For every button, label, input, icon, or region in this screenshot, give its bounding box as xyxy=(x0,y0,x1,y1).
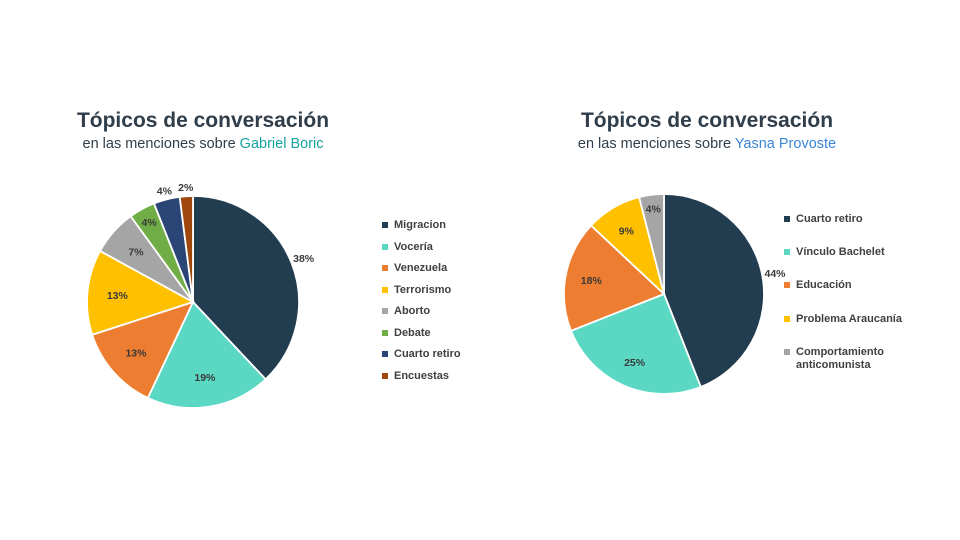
data-label-cuarto-retiro: 44% xyxy=(764,268,786,280)
legend-swatch xyxy=(382,372,388,379)
pie-slice-migracion xyxy=(192,195,300,381)
legend-swatch xyxy=(784,348,790,355)
chart-subtitle: en las menciones sobre Gabriel Boric xyxy=(0,136,443,152)
legend-swatch xyxy=(784,315,790,322)
legend-item-cuarto-retiro: Cuarto retiro xyxy=(784,213,906,246)
pie-slice-encuestas xyxy=(178,195,194,303)
chart-title: Tópicos de conversación xyxy=(76,109,330,132)
subtitle-prefix: en las menciones sobre xyxy=(82,136,240,152)
chart-boric: Tópicos de conversación en las menciones… xyxy=(0,109,461,409)
legend-label: Educación xyxy=(796,279,852,292)
data-label-educacion: 18% xyxy=(581,275,603,287)
chart-title: Tópicos de conversación xyxy=(580,109,834,132)
legend-label: Terrorismo xyxy=(394,283,452,296)
pie-slice-terrorismo xyxy=(86,249,196,336)
pie-chart: 44% 25% 18% 9% 4% xyxy=(563,193,786,395)
legend-label: Comportamiento anticomunista xyxy=(796,345,884,371)
legend-item-educacion: Educación xyxy=(784,279,906,312)
legend-item-venezuela: Venezuela xyxy=(382,262,504,284)
pie-slice-comportamiento-anticomunista xyxy=(638,193,665,295)
legend-label: Migracion xyxy=(394,219,446,231)
legend: Cuarto retiro Vínculo Bachelet Educación Pr… xyxy=(784,213,906,379)
data-label-terrorismo: 13% xyxy=(107,290,129,302)
data-label-cuarto-retiro: 4% xyxy=(157,186,173,198)
data-label-debate: 4% xyxy=(141,217,157,229)
data-label-aborto: 7% xyxy=(128,247,144,259)
legend-swatch xyxy=(382,265,388,271)
legend-label: Debate xyxy=(394,326,431,339)
legend-item-terrorismo: Terrorismo xyxy=(382,284,504,306)
legend: Migracion Vocería Venezuela Terrorismo Abort… xyxy=(382,219,504,391)
legend-swatch xyxy=(382,286,388,293)
legend-item-debate: Debate xyxy=(382,327,504,349)
subtitle-highlight: Yasna Provoste xyxy=(734,136,837,152)
data-label-migracion: 38% xyxy=(293,253,315,265)
data-label-encuestas: 2% xyxy=(178,182,194,194)
data-label-problema-araucania: 9% xyxy=(619,225,635,237)
legend-label: Aborto xyxy=(394,305,431,317)
legend-swatch xyxy=(784,216,790,222)
data-label-vinculo-bachelet: 25% xyxy=(624,357,646,369)
legend-swatch xyxy=(382,308,388,314)
legend-label: Cuarto retiro xyxy=(394,348,461,360)
chart-subtitle: en las menciones sobre Yasna Provoste xyxy=(467,136,947,152)
legend-item-cuarto-retiro: Cuarto retiro xyxy=(382,348,504,370)
data-label-venezuela: 13% xyxy=(125,347,147,359)
legend-label: Cuarto retiro xyxy=(796,213,863,225)
data-label-voceria: 19% xyxy=(194,372,216,384)
legend-item-migracion: Migracion xyxy=(382,219,504,241)
legend-swatch xyxy=(382,351,388,357)
subtitle-prefix: en las menciones sobre xyxy=(577,136,735,152)
legend-label: Vínculo Bachelet xyxy=(796,246,885,259)
legend-item-problema-araucania: Problema Araucanía xyxy=(784,313,906,346)
legend-item-aborto: Aborto xyxy=(382,305,504,327)
legend-item-vinculo-bachelet: Vínculo Bachelet xyxy=(784,246,906,279)
legend-swatch xyxy=(784,282,790,289)
legend-swatch xyxy=(382,243,388,250)
legend-swatch xyxy=(382,329,388,336)
pie-slice-educacion xyxy=(563,224,666,332)
legend-label: Problema Araucanía xyxy=(796,312,902,325)
subtitle-highlight: Gabriel Boric xyxy=(239,136,324,152)
data-label-comportamiento-anticomunista: 4% xyxy=(646,204,662,216)
pie-chart: 38% 19% 13% 13% 7% 4% 4% 2% xyxy=(86,182,315,409)
legend-item-voceria: Vocería xyxy=(382,241,504,263)
legend-label: Venezuela xyxy=(394,262,448,274)
legend-label: Vocería xyxy=(394,240,433,253)
pie-slice-venezuela xyxy=(91,300,195,400)
chart-provoste: Tópicos de conversación en las menciones… xyxy=(480,0,960,540)
legend-label: Encuestas xyxy=(394,369,450,382)
pie-slice-vinculo-bachelet xyxy=(569,292,702,395)
legend-item-comportamiento-anticomunista: Comportamiento anticomunista xyxy=(784,346,906,379)
pie-slice-voceria xyxy=(146,300,267,409)
pie-slice-cuarto-retiro xyxy=(663,193,765,389)
legend-item-encuestas: Encuestas xyxy=(382,370,504,392)
legend-swatch xyxy=(382,222,388,228)
legend-swatch xyxy=(784,249,790,256)
